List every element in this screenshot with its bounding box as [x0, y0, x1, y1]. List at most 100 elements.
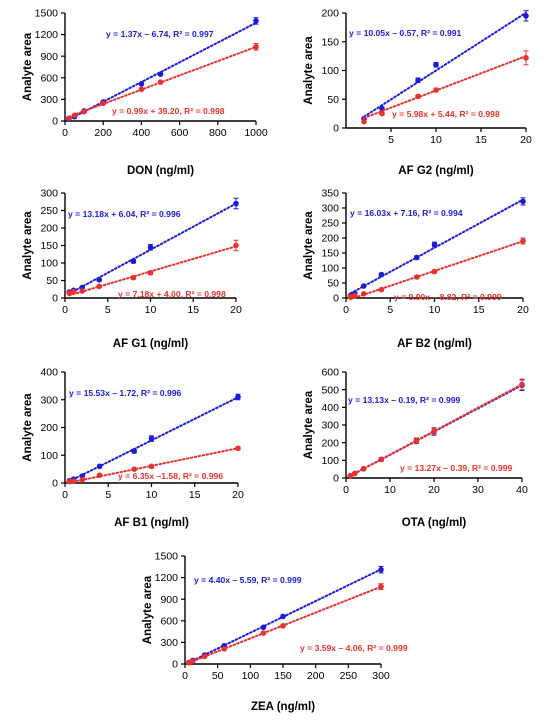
x-tick-label: 5 — [387, 304, 393, 316]
x-tick-label: 10 — [145, 304, 157, 316]
x-tick-label: 0 — [343, 304, 349, 316]
equation-series-1: y = 15.53x – 1.72, R² = 0.996 — [69, 388, 182, 398]
y-tick-label: 50 — [46, 275, 58, 287]
data-point-series-2 — [79, 476, 86, 483]
data-point-series-2 — [378, 583, 384, 590]
equation-series-1: y = 13.18x + 6.04, R² = 0.996 — [68, 209, 181, 219]
data-point-series-2 — [347, 472, 354, 479]
x-tick-label: 20 — [428, 484, 440, 496]
y-tick-label: 100 — [321, 65, 339, 77]
data-point-series-2 — [130, 274, 137, 281]
data-point-series-1 — [131, 448, 137, 454]
data-point-series-2 — [71, 112, 78, 119]
chart-panel-7: 0 300 600 900 1200 1500 0 50 100 150 200 250 300 ZEA … — [142, 551, 408, 713]
y-tick-label: 0 — [333, 293, 339, 305]
y-tick-label: 150 — [321, 36, 339, 48]
y-axis-title: Analyte area — [303, 211, 315, 280]
y-tick-label: 0 — [52, 478, 58, 490]
x-tick-label: 0 — [62, 304, 68, 316]
y-tick-label: 900 — [40, 51, 58, 63]
x-axis-title: OTA (ng/ml) — [402, 517, 467, 529]
y-tick-label: 50 — [327, 94, 339, 106]
fit-line-series-2 — [363, 55, 527, 119]
data-point-series-1 — [520, 198, 526, 205]
data-point-series-1 — [130, 258, 137, 265]
equation-series-2: y = 0.99x + 39.20, R² = 0.998 — [112, 106, 225, 116]
y-axis-title: Analyte area — [22, 211, 34, 280]
fit-line-series-1 — [363, 11, 527, 118]
equation-series-1: y = 13.13x – 0.19, R² = 0.999 — [348, 395, 461, 405]
equation-series-2: y = 3.59x – 4.06, R² = 0.999 — [300, 643, 408, 653]
x-tick-label: 5 — [105, 489, 111, 501]
data-point-series-1 — [96, 463, 103, 470]
x-tick-label: 200 — [94, 127, 112, 139]
y-axis-title: Analyte area — [142, 575, 154, 644]
y-tick-label: 200 — [40, 223, 58, 235]
chart-panel-2: 0 50 100 150 200 5 10 15 20 AF G2 (ng/ml) Analyte … — [303, 8, 532, 177]
y-tick-label: 600 — [40, 72, 58, 84]
x-tick-label: 40 — [516, 484, 528, 496]
data-point-series-2 — [378, 456, 385, 463]
data-point-series-2 — [66, 290, 73, 296]
x-tick-label: 10 — [429, 304, 441, 316]
chart-panel-5: 0 100 200 300 400 0 5 10 15 20 AF B1 (ng/ml) Analyt… — [22, 367, 244, 529]
y-tick-label: 200 — [40, 422, 58, 434]
data-point-series-1 — [433, 61, 439, 68]
data-point-series-1 — [378, 271, 385, 278]
x-tick-label: 5 — [105, 304, 111, 316]
x-tick-label: 300 — [372, 670, 390, 682]
data-point-series-1 — [253, 18, 259, 24]
x-axis-title: ZEA (ng/ml) — [251, 701, 315, 713]
data-point-series-2 — [360, 291, 367, 297]
x-axis-title: AF G1 (ng/ml) — [113, 338, 189, 350]
equation-series-2: y = 9.90x – 8.82, R² = 0.999 — [394, 292, 502, 302]
data-point-series-2 — [157, 79, 164, 85]
data-point-series-1 — [157, 71, 164, 77]
y-tick-label: 250 — [40, 205, 58, 217]
y-tick-label: 400 — [321, 402, 339, 414]
data-point-series-2 — [414, 274, 420, 280]
y-tick-label: 50 — [327, 278, 339, 290]
data-point-series-2 — [361, 118, 367, 125]
data-point-series-2 — [431, 268, 438, 275]
data-point-series-2 — [233, 242, 239, 249]
x-tick-label: 5 — [388, 134, 394, 146]
x-axis-title: AF B2 (ng/ml) — [397, 338, 472, 350]
y-tick-label: 200 — [321, 233, 339, 245]
data-point-series-1 — [138, 81, 145, 87]
fit-line-series-1 — [187, 568, 382, 664]
data-point-series-2 — [378, 286, 385, 293]
x-tick-label: 10 — [430, 134, 442, 146]
data-point-series-2 — [280, 623, 286, 629]
y-tick-label: 500 — [321, 384, 339, 396]
data-point-series-2 — [379, 110, 385, 117]
x-tick-label: 10 — [384, 484, 396, 496]
data-point-series-2 — [100, 100, 106, 107]
data-point-series-2 — [147, 270, 154, 276]
y-tick-label: 1500 — [155, 551, 179, 563]
data-point-series-2 — [260, 630, 267, 636]
x-axis-title: AF G2 (ng/ml) — [398, 165, 474, 177]
equation-series-2: y = 6.35x –1.58, R² = 0.996 — [118, 471, 223, 481]
y-axis-title: Analyte area — [303, 390, 315, 459]
y-tick-label: 1500 — [35, 8, 59, 20]
x-tick-label: 100 — [242, 670, 260, 682]
x-tick-label: 400 — [133, 127, 151, 139]
x-tick-label: 0 — [343, 484, 349, 496]
y-tick-label: 100 — [321, 263, 339, 275]
data-point-series-2 — [138, 86, 145, 93]
data-point-series-1 — [415, 77, 421, 84]
y-tick-label: 200 — [321, 437, 339, 449]
y-tick-label: 150 — [40, 240, 58, 252]
equation-series-2: y = 13.27x – 0.39, R² = 0.999 — [400, 463, 513, 473]
y-tick-label: 350 — [321, 188, 339, 200]
data-point-series-2 — [79, 288, 85, 294]
y-tick-label: 900 — [160, 594, 178, 606]
data-point-series-2 — [253, 44, 259, 50]
y-axis-title: Analyte area — [303, 36, 315, 105]
data-point-series-2 — [520, 238, 526, 244]
data-point-series-2 — [415, 93, 421, 100]
y-tick-label: 200 — [321, 8, 339, 20]
x-tick-label: 20 — [517, 304, 529, 316]
